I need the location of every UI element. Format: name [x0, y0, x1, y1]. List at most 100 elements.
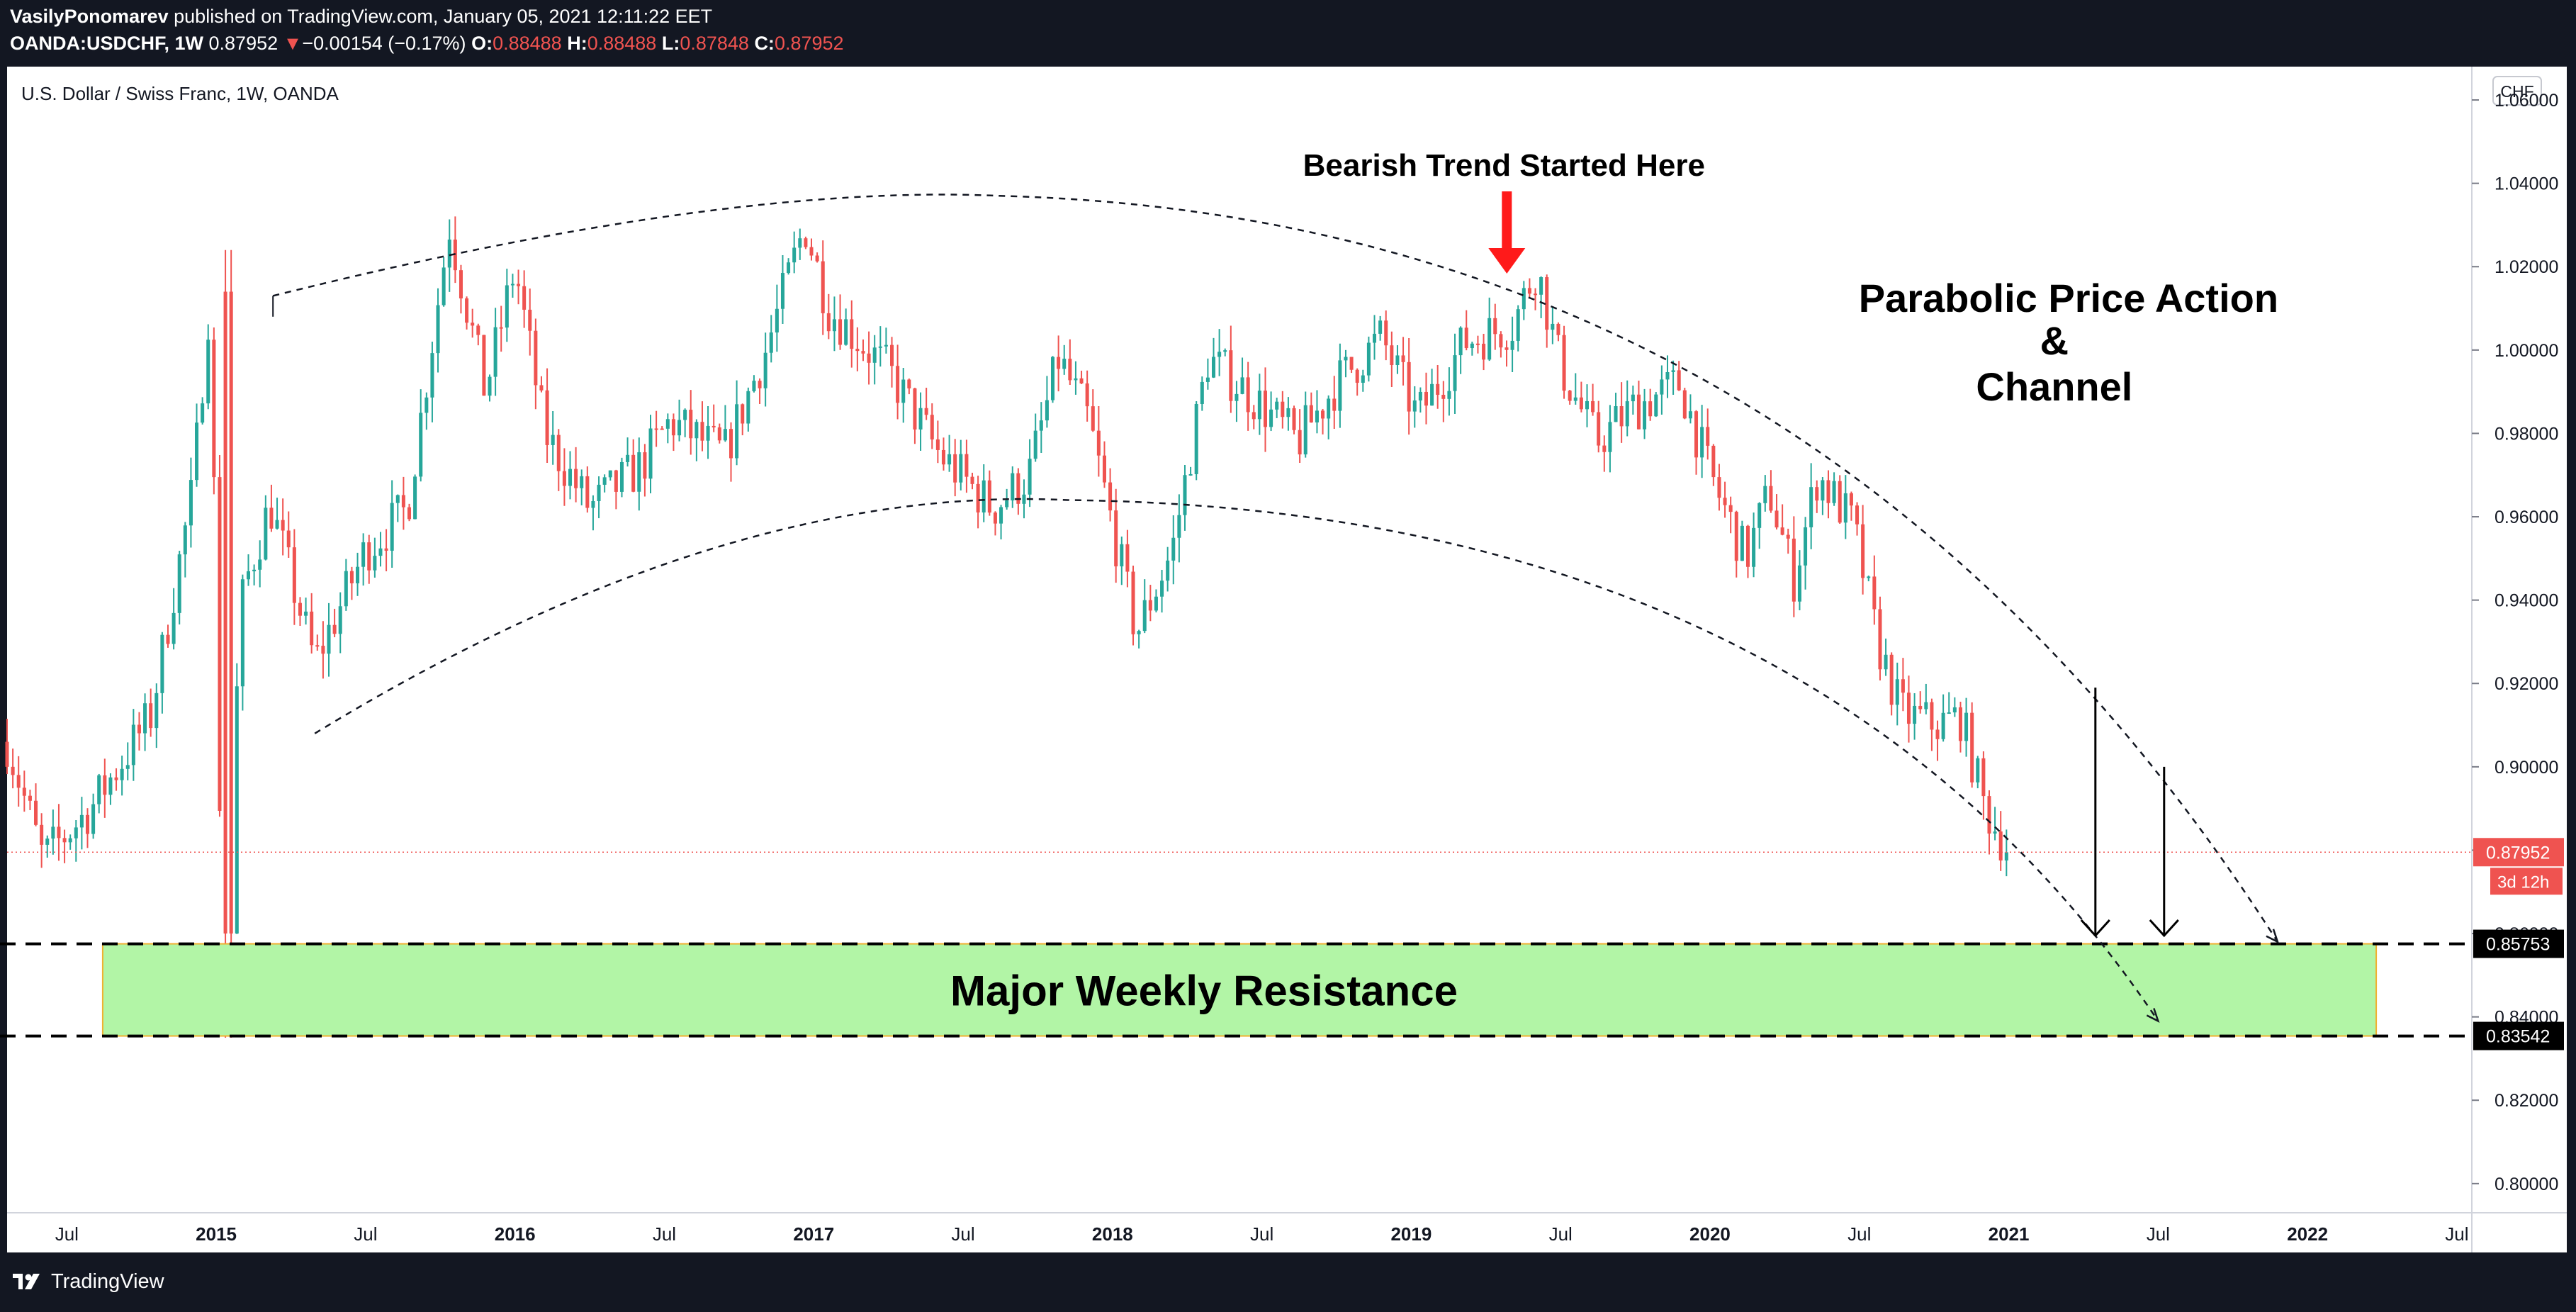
target-arrow-head: [2080, 919, 2110, 938]
level-label: 0.83542: [2486, 1027, 2550, 1047]
candle-body: [384, 548, 388, 551]
candle-body: [28, 795, 32, 801]
candle-body: [1745, 525, 1750, 567]
candle-body: [160, 634, 164, 693]
candle-body: [1200, 381, 1204, 404]
candle-body: [556, 434, 561, 471]
candle-body: [1545, 277, 1549, 330]
candle-body: [953, 454, 957, 483]
candle-body: [143, 703, 147, 734]
candle-body: [1068, 359, 1072, 381]
candle-body: [1924, 702, 1928, 710]
x-tick-label: 2021: [1989, 1223, 2030, 1245]
candle-body: [1643, 401, 1647, 430]
candle-body: [1096, 430, 1101, 456]
candle-body: [769, 332, 773, 353]
tradingview-brand[interactable]: TradingView: [11, 1266, 164, 1297]
candle-body: [930, 415, 934, 439]
x-tick-label: 2016: [495, 1223, 536, 1245]
candle-body: [1843, 493, 1847, 523]
candle-body: [1016, 473, 1020, 504]
candle-body: [528, 309, 532, 331]
candle-body: [281, 520, 285, 531]
candle-body: [1826, 480, 1830, 503]
open-label: O:: [471, 33, 493, 54]
candle-body: [1694, 411, 1699, 458]
candle-body: [1407, 361, 1411, 412]
candle-body: [752, 381, 756, 391]
x-tick-label: 2022: [2287, 1223, 2328, 1245]
candle-body: [1223, 350, 1227, 352]
y-tick-label: 0.92000: [2495, 674, 2558, 694]
candle-body: [1998, 831, 2003, 860]
candle-body: [654, 428, 658, 430]
candle-body: [1573, 397, 1577, 401]
candle-body: [1682, 390, 1687, 419]
currency-label: CHF: [2500, 82, 2533, 101]
candle-body: [1303, 405, 1307, 455]
candle-body: [356, 566, 360, 583]
candle-body: [1062, 359, 1067, 369]
candle-body: [1918, 705, 1923, 710]
candle-body: [626, 454, 630, 462]
candle-body: [1516, 309, 1520, 341]
candle-body: [1361, 375, 1365, 383]
candle-body: [1935, 729, 1940, 739]
candle-body: [1028, 459, 1032, 495]
candle-body: [821, 261, 825, 313]
candle-body: [407, 507, 412, 520]
candle-body: [717, 427, 721, 441]
candle-body: [1889, 654, 1894, 705]
candle-body: [780, 273, 784, 309]
candle-body: [1619, 406, 1624, 427]
candle-body: [941, 449, 945, 465]
candle-body: [1447, 391, 1451, 399]
candle-body: [982, 480, 986, 512]
candle-body: [441, 267, 446, 305]
candle-body: [22, 787, 26, 796]
candle-body: [1579, 397, 1583, 410]
author-name[interactable]: VasilyPonomarev: [10, 6, 169, 27]
symbol-label: OANDA:USDCHF, 1W: [10, 33, 203, 54]
candle-body: [574, 469, 578, 488]
candle-body: [896, 366, 900, 403]
close-value: 0.87952: [774, 33, 844, 54]
candle-body: [499, 327, 503, 329]
candle-body: [1711, 445, 1716, 478]
lower-parabola-line: [314, 498, 2159, 1022]
candle-body: [551, 434, 555, 445]
candle-body: [206, 340, 210, 404]
candle-body: [1970, 712, 1974, 783]
candle-body: [1913, 705, 1917, 724]
candle-body: [1993, 831, 1997, 834]
last-price-value: 0.87952: [208, 33, 279, 54]
candle-body: [1757, 503, 1762, 528]
candle-body: [1487, 318, 1492, 360]
candle-body: [1976, 758, 1980, 783]
candle-body: [1597, 412, 1601, 446]
candle-body: [1981, 758, 1986, 797]
candle-body: [332, 624, 337, 634]
candle-body: [901, 379, 906, 403]
candle-body: [665, 419, 670, 429]
open-value: 0.88488: [493, 33, 562, 54]
candle-body: [815, 255, 819, 262]
countdown-label: 3d 12h: [2497, 873, 2549, 892]
candle-body: [1275, 401, 1279, 410]
y-tick-label: 1.02000: [2495, 257, 2558, 277]
upper-parabola-line-arrowhead: [2266, 929, 2280, 944]
candle-body: [1458, 327, 1463, 356]
candle-body: [1412, 400, 1417, 412]
candle-body: [585, 476, 590, 508]
candle-body: [1539, 277, 1543, 295]
candle-body: [321, 646, 325, 654]
x-tick-label: 2019: [1390, 1223, 1432, 1245]
candle-body: [1636, 394, 1641, 430]
candle-body: [1229, 350, 1233, 401]
candle-body: [1660, 379, 1664, 395]
candle-body: [1510, 340, 1514, 350]
candle-body: [643, 452, 647, 479]
y-tick-label: 1.06000: [2495, 91, 2558, 111]
x-tick-label: Jul: [1549, 1223, 1573, 1245]
candle-body: [1424, 391, 1428, 406]
